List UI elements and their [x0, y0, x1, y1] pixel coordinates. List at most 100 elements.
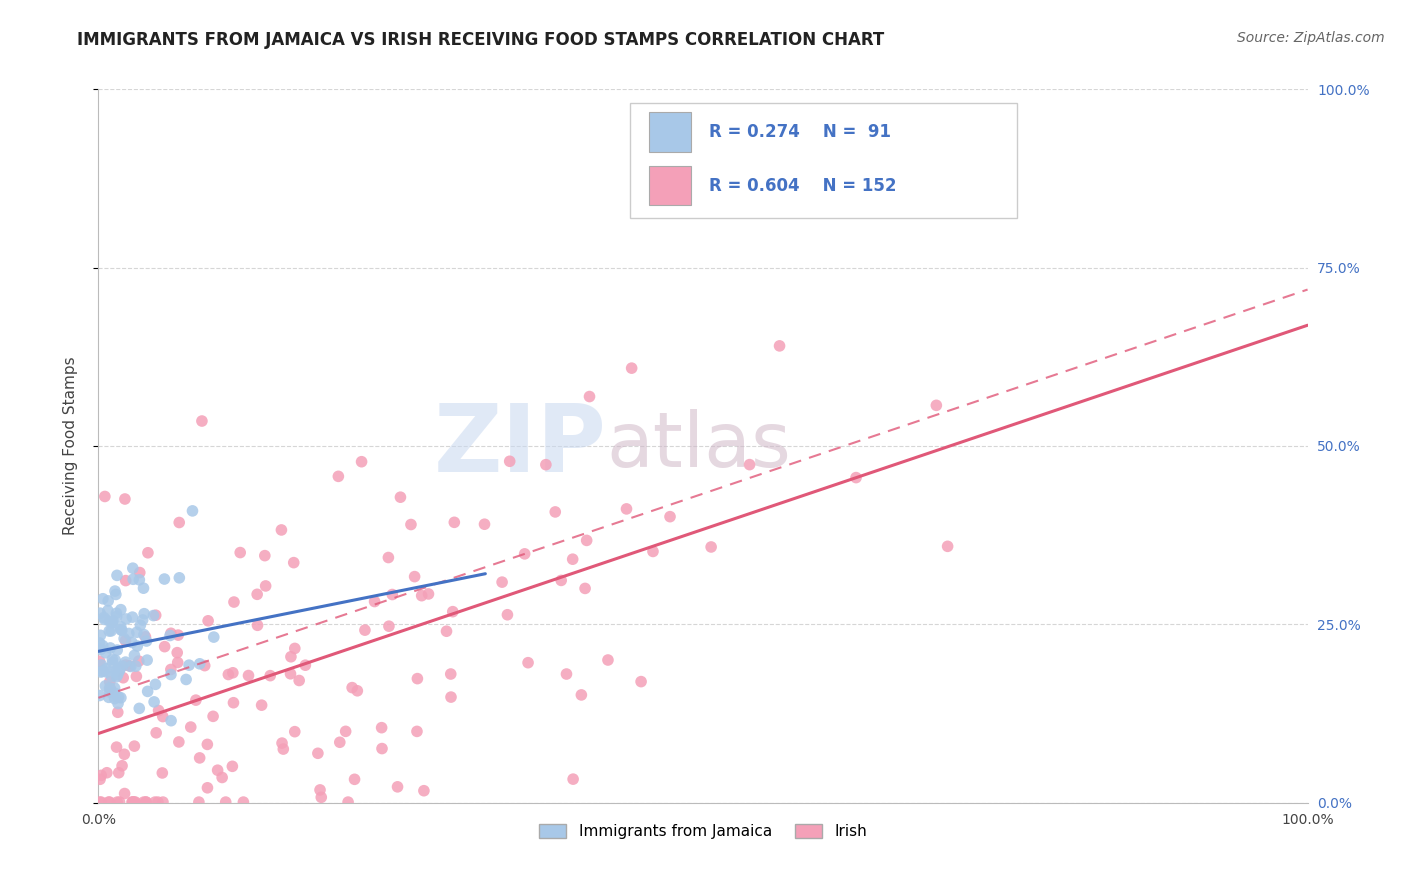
- Point: [90, 665, 112, 679]
- Point: [229, 545, 252, 559]
- Point: [160, 667, 183, 681]
- Point: [107, 667, 129, 681]
- Point: [114, 574, 136, 588]
- Point: [491, 575, 513, 590]
- Point: [148, 704, 170, 718]
- Point: [122, 795, 145, 809]
- Point: [107, 706, 129, 720]
- Point: [177, 658, 200, 673]
- Point: [108, 664, 131, 678]
- Point: [616, 502, 638, 516]
- Point: [271, 736, 294, 750]
- Point: [114, 658, 136, 673]
- Point: [134, 607, 156, 621]
- Point: [145, 726, 167, 740]
- Point: [136, 653, 159, 667]
- Point: [159, 628, 181, 642]
- Point: [121, 795, 143, 809]
- Point: [105, 740, 128, 755]
- Point: [167, 516, 190, 530]
- Point: [181, 504, 204, 518]
- Bar: [648, 112, 690, 152]
- Point: [112, 632, 135, 646]
- Point: [440, 667, 463, 681]
- Point: [97, 795, 120, 809]
- Point: [534, 458, 557, 472]
- Point: [294, 658, 316, 673]
- Point: [97, 604, 120, 618]
- Point: [215, 795, 238, 809]
- Point: [406, 724, 429, 739]
- Point: [105, 607, 128, 621]
- Point: [121, 635, 143, 649]
- Bar: [648, 166, 690, 205]
- Point: [104, 653, 127, 667]
- Point: [436, 624, 458, 639]
- Point: [496, 607, 519, 622]
- Point: [108, 795, 131, 809]
- Point: [98, 615, 121, 629]
- Text: ZIP: ZIP: [433, 400, 606, 492]
- Point: [222, 595, 245, 609]
- Point: [153, 640, 176, 654]
- Point: [160, 626, 183, 640]
- Point: [550, 574, 572, 588]
- Point: [120, 659, 142, 673]
- Point: [222, 696, 245, 710]
- Point: [111, 659, 134, 673]
- Point: [112, 747, 135, 762]
- Point: [143, 695, 166, 709]
- Point: [89, 654, 111, 668]
- Point: [389, 490, 412, 504]
- Point: [128, 701, 150, 715]
- Point: [105, 670, 128, 684]
- Point: [114, 633, 136, 648]
- Point: [145, 677, 167, 691]
- Point: [474, 517, 496, 532]
- Point: [569, 688, 592, 702]
- Point: [94, 490, 117, 504]
- Point: [122, 795, 145, 809]
- Point: [124, 739, 146, 753]
- Point: [513, 547, 536, 561]
- Point: [561, 552, 583, 566]
- Point: [197, 614, 219, 628]
- Y-axis label: Receiving Food Stamps: Receiving Food Stamps: [63, 357, 77, 535]
- Point: [121, 561, 143, 575]
- Point: [110, 690, 132, 705]
- Point: [174, 673, 197, 687]
- Point: [160, 663, 183, 677]
- Point: [100, 624, 122, 638]
- Point: [124, 648, 146, 663]
- Point: [562, 772, 585, 786]
- Point: [105, 609, 128, 624]
- Point: [370, 721, 392, 735]
- Point: [98, 674, 121, 689]
- Point: [121, 795, 143, 809]
- Point: [89, 772, 111, 787]
- Point: [194, 658, 217, 673]
- Point: [238, 668, 260, 682]
- Point: [845, 470, 868, 484]
- Point: [104, 681, 127, 695]
- Point: [122, 572, 145, 586]
- Point: [105, 795, 128, 809]
- Point: [346, 683, 368, 698]
- Point: [110, 620, 132, 634]
- Point: [114, 655, 136, 669]
- Point: [217, 667, 239, 681]
- Point: [166, 646, 188, 660]
- Point: [160, 714, 183, 728]
- Point: [96, 665, 118, 679]
- Point: [700, 540, 723, 554]
- Point: [184, 693, 207, 707]
- Point: [129, 618, 152, 632]
- Point: [108, 662, 131, 676]
- Text: R = 0.274    N =  91: R = 0.274 N = 91: [709, 123, 891, 141]
- Point: [166, 656, 188, 670]
- Point: [232, 795, 254, 809]
- Point: [90, 657, 112, 672]
- Point: [111, 758, 134, 772]
- Point: [188, 751, 211, 765]
- Point: [98, 795, 121, 809]
